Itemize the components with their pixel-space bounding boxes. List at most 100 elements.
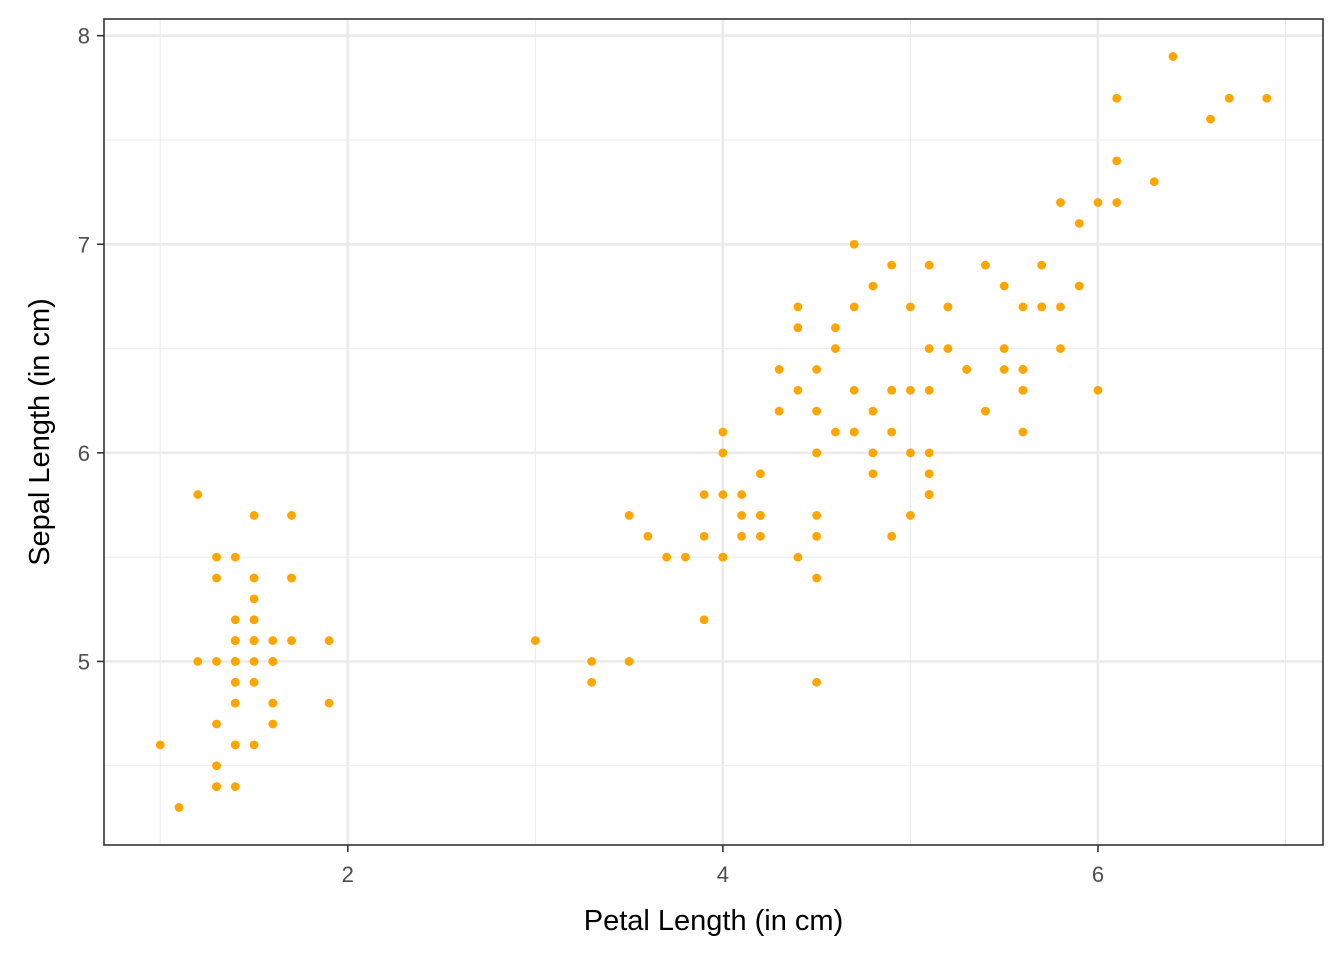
data-point xyxy=(230,636,240,645)
data-point xyxy=(924,469,934,479)
data-point xyxy=(868,469,878,479)
data-point xyxy=(212,782,221,791)
data-point xyxy=(230,552,240,562)
data-point xyxy=(849,427,859,437)
data-point xyxy=(812,511,822,520)
data-point xyxy=(1112,198,1122,207)
data-point xyxy=(1018,385,1028,395)
data-point xyxy=(887,427,897,437)
data-point xyxy=(718,448,728,458)
data-point xyxy=(587,677,596,687)
data-point xyxy=(193,657,203,666)
x-tick-label: 4 xyxy=(717,862,729,887)
data-point xyxy=(774,406,784,416)
data-point xyxy=(1168,52,1178,61)
data-point xyxy=(212,552,221,562)
data-point xyxy=(737,490,747,499)
data-point xyxy=(530,636,540,645)
data-point xyxy=(230,782,240,791)
y-tick-label: 5 xyxy=(78,649,90,674)
data-point xyxy=(849,302,859,312)
data-point xyxy=(155,740,165,750)
data-point xyxy=(249,636,259,645)
data-point xyxy=(831,323,840,333)
data-point xyxy=(924,260,934,270)
data-point xyxy=(1224,93,1234,103)
data-point xyxy=(906,511,915,520)
data-point xyxy=(718,552,728,562)
data-point xyxy=(868,281,878,291)
minor-gridlines xyxy=(104,19,1323,845)
data-point xyxy=(1056,344,1065,353)
data-point xyxy=(174,803,184,812)
data-point xyxy=(249,615,259,625)
data-point xyxy=(981,406,990,416)
data-point xyxy=(699,615,709,625)
data-point xyxy=(887,385,897,395)
data-point xyxy=(718,490,728,499)
data-point xyxy=(230,740,240,750)
data-point xyxy=(624,657,634,666)
data-point xyxy=(1149,177,1159,187)
data-point xyxy=(1018,302,1028,312)
data-point xyxy=(230,677,240,687)
data-point xyxy=(793,302,803,312)
data-point xyxy=(1262,93,1272,103)
y-tick-label: 7 xyxy=(78,232,90,257)
data-point xyxy=(849,385,859,395)
data-point xyxy=(1074,219,1084,228)
data-point xyxy=(1112,93,1122,103)
data-point xyxy=(1074,281,1084,291)
data-point xyxy=(924,344,934,353)
data-point xyxy=(1056,198,1065,207)
data-point xyxy=(249,511,259,520)
data-point xyxy=(812,365,822,374)
data-point xyxy=(287,636,296,645)
data-point xyxy=(1206,114,1215,124)
data-point xyxy=(924,448,934,458)
data-point xyxy=(906,302,915,312)
data-point xyxy=(793,323,803,333)
data-point xyxy=(287,573,296,583)
data-point xyxy=(887,260,897,270)
data-point xyxy=(718,427,728,437)
data-point xyxy=(906,385,915,395)
data-point xyxy=(1018,427,1028,437)
data-point xyxy=(812,573,822,583)
x-axis-title: Petal Length (in cm) xyxy=(584,905,844,937)
data-point xyxy=(812,406,822,416)
data-point xyxy=(249,573,259,583)
data-point xyxy=(999,344,1009,353)
data-point xyxy=(699,490,709,499)
x-axis-ticks: 2 4 6 xyxy=(342,845,1104,887)
data-point xyxy=(999,281,1009,291)
data-point xyxy=(662,552,672,562)
data-point xyxy=(812,677,822,687)
x-tick-label: 6 xyxy=(1092,862,1104,887)
data-point xyxy=(249,740,259,750)
data-point xyxy=(906,448,915,458)
data-point xyxy=(812,531,822,541)
data-point xyxy=(212,573,221,583)
data-point xyxy=(999,365,1009,374)
data-point xyxy=(212,761,221,771)
data-point xyxy=(1037,302,1047,312)
data-point xyxy=(1018,365,1028,374)
data-point xyxy=(324,636,334,645)
data-point xyxy=(230,657,240,666)
data-point xyxy=(793,385,803,395)
data-point xyxy=(680,552,690,562)
data-point xyxy=(868,406,878,416)
data-point xyxy=(924,490,934,499)
data-point xyxy=(793,552,803,562)
data-point xyxy=(268,657,278,666)
data-point xyxy=(230,698,240,708)
data-point xyxy=(831,427,840,437)
data-point xyxy=(737,511,747,520)
data-point xyxy=(812,448,822,458)
data-point xyxy=(1093,385,1103,395)
data-point xyxy=(1056,302,1065,312)
y-axis-ticks: 5 6 7 8 xyxy=(78,24,104,674)
data-point xyxy=(737,531,747,541)
